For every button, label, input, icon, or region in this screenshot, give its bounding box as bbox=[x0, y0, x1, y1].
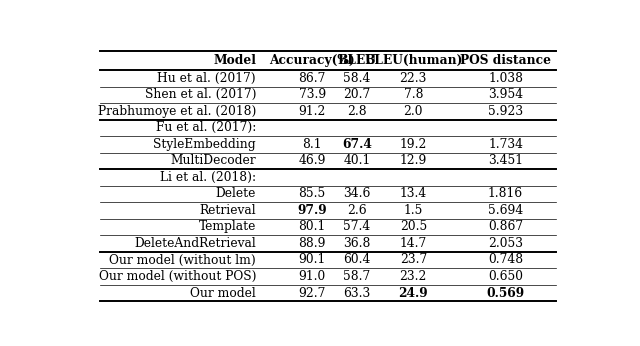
Text: 2.053: 2.053 bbox=[488, 237, 523, 250]
Text: 3.954: 3.954 bbox=[488, 88, 523, 101]
Text: 5.923: 5.923 bbox=[488, 105, 523, 118]
Text: MultiDecoder: MultiDecoder bbox=[170, 154, 256, 167]
Text: 1.038: 1.038 bbox=[488, 72, 523, 85]
Text: 1.734: 1.734 bbox=[488, 138, 523, 151]
Text: 57.4: 57.4 bbox=[343, 220, 371, 234]
Text: StyleEmbedding: StyleEmbedding bbox=[154, 138, 256, 151]
Text: Hu et al. (2017): Hu et al. (2017) bbox=[157, 72, 256, 85]
Text: 14.7: 14.7 bbox=[400, 237, 427, 250]
Text: 58.7: 58.7 bbox=[343, 270, 371, 283]
Text: 23.7: 23.7 bbox=[400, 254, 427, 266]
Text: Our model (without POS): Our model (without POS) bbox=[99, 270, 256, 283]
Text: BLEU: BLEU bbox=[337, 54, 376, 67]
Text: 90.1: 90.1 bbox=[298, 254, 326, 266]
Text: 63.3: 63.3 bbox=[343, 286, 371, 300]
Text: 5.694: 5.694 bbox=[488, 204, 523, 217]
Text: 20.7: 20.7 bbox=[343, 88, 371, 101]
Text: Template: Template bbox=[198, 220, 256, 234]
Text: Prabhumoye et al. (2018): Prabhumoye et al. (2018) bbox=[98, 105, 256, 118]
Text: Delete: Delete bbox=[216, 188, 256, 200]
Text: 22.3: 22.3 bbox=[399, 72, 427, 85]
Text: 2.8: 2.8 bbox=[347, 105, 367, 118]
Text: 0.569: 0.569 bbox=[486, 286, 525, 300]
Text: 0.748: 0.748 bbox=[488, 254, 523, 266]
Text: 23.2: 23.2 bbox=[399, 270, 427, 283]
Text: 58.4: 58.4 bbox=[343, 72, 371, 85]
Text: Retrieval: Retrieval bbox=[200, 204, 256, 217]
Text: Accuracy(%): Accuracy(%) bbox=[269, 54, 355, 67]
Text: 92.7: 92.7 bbox=[298, 286, 326, 300]
Text: 91.2: 91.2 bbox=[298, 105, 326, 118]
Text: 8.1: 8.1 bbox=[302, 138, 322, 151]
Text: 0.867: 0.867 bbox=[488, 220, 523, 234]
Text: 67.4: 67.4 bbox=[342, 138, 372, 151]
Text: 88.9: 88.9 bbox=[298, 237, 326, 250]
Text: 24.9: 24.9 bbox=[399, 286, 428, 300]
Text: 13.4: 13.4 bbox=[400, 188, 427, 200]
Text: Our model (without lm): Our model (without lm) bbox=[109, 254, 256, 266]
Text: 97.9: 97.9 bbox=[298, 204, 327, 217]
Text: 1.816: 1.816 bbox=[488, 188, 523, 200]
Text: 46.9: 46.9 bbox=[298, 154, 326, 167]
Text: 40.1: 40.1 bbox=[343, 154, 371, 167]
Text: 80.1: 80.1 bbox=[298, 220, 326, 234]
Text: 36.8: 36.8 bbox=[343, 237, 371, 250]
Text: 73.9: 73.9 bbox=[298, 88, 326, 101]
Text: BLEU(human): BLEU(human) bbox=[364, 54, 463, 67]
Text: 91.0: 91.0 bbox=[298, 270, 326, 283]
Text: 1.5: 1.5 bbox=[404, 204, 423, 217]
Text: 2.6: 2.6 bbox=[347, 204, 367, 217]
Text: 86.7: 86.7 bbox=[298, 72, 326, 85]
Text: Fu et al. (2017):: Fu et al. (2017): bbox=[156, 121, 256, 134]
Text: 3.451: 3.451 bbox=[488, 154, 523, 167]
Text: 85.5: 85.5 bbox=[298, 188, 326, 200]
Text: Li et al. (2018):: Li et al. (2018): bbox=[160, 171, 256, 184]
Text: Our model: Our model bbox=[190, 286, 256, 300]
Text: 20.5: 20.5 bbox=[400, 220, 427, 234]
Text: Model: Model bbox=[213, 54, 256, 67]
Text: Shen et al. (2017): Shen et al. (2017) bbox=[145, 88, 256, 101]
Text: DeleteAndRetrieval: DeleteAndRetrieval bbox=[134, 237, 256, 250]
Text: POS distance: POS distance bbox=[460, 54, 551, 67]
Text: 12.9: 12.9 bbox=[399, 154, 427, 167]
Text: 7.8: 7.8 bbox=[404, 88, 423, 101]
Text: 19.2: 19.2 bbox=[399, 138, 427, 151]
Text: 2.0: 2.0 bbox=[404, 105, 423, 118]
Text: 34.6: 34.6 bbox=[343, 188, 371, 200]
Text: 0.650: 0.650 bbox=[488, 270, 523, 283]
Text: 60.4: 60.4 bbox=[343, 254, 371, 266]
